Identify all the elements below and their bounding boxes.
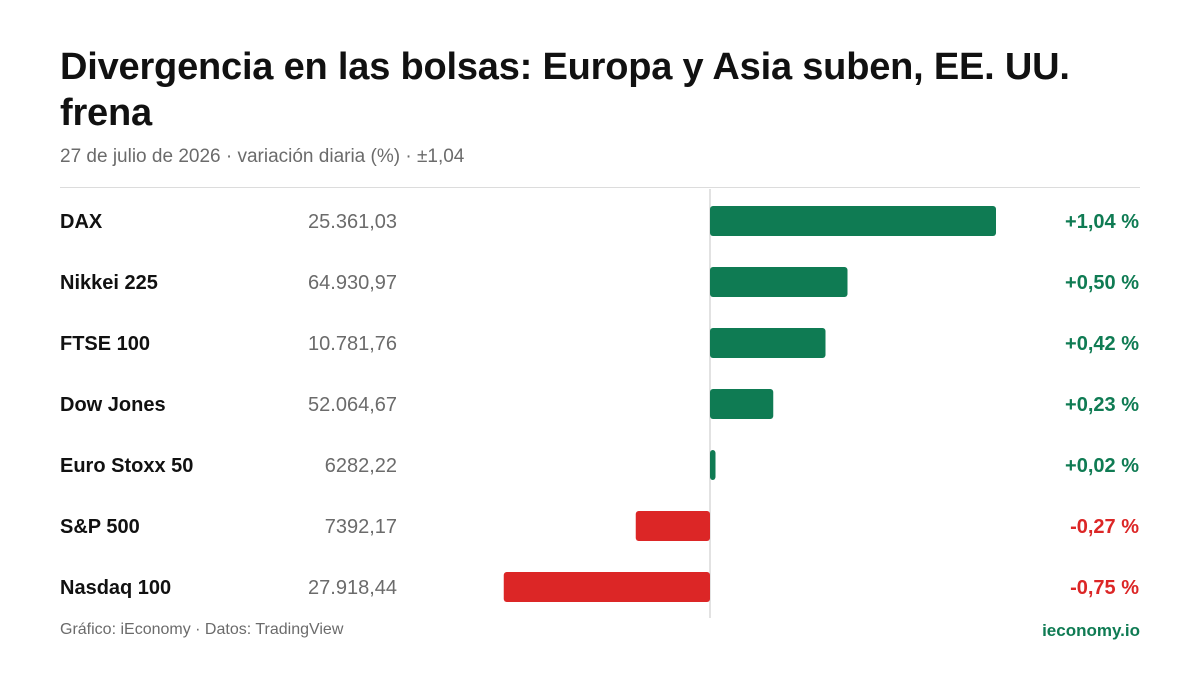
- chart-row: Dow Jones 52.064,67 +0,23 %: [60, 389, 1139, 419]
- row-level-label: 6282,22: [325, 455, 397, 477]
- chart-row: DAX 25.361,03 +1,04 %: [60, 206, 1139, 236]
- bar-value-label: +0,02 %: [1065, 455, 1139, 477]
- bar: [710, 267, 848, 297]
- chart-row: Nikkei 225 64.930,97 +0,50 %: [60, 267, 1139, 297]
- bar: [710, 389, 774, 419]
- chart-row: S&P 500 7392,17 -0,27 %: [60, 511, 1139, 541]
- bar: [710, 206, 996, 236]
- chart-row: Nasdaq 100 27.918,44 -0,75 %: [60, 572, 1139, 602]
- bar-value-label: +0,42 %: [1065, 333, 1139, 355]
- row-name-label: Euro Stoxx 50: [60, 455, 193, 477]
- chart-title: Divergencia en las bolsas: Europa y Asia…: [60, 46, 1070, 134]
- chart-row: FTSE 100 10.781,76 +0,42 %: [60, 328, 1139, 358]
- row-level-label: 25.361,03: [308, 211, 397, 233]
- bar: [710, 450, 716, 480]
- bar-value-label: +0,23 %: [1065, 394, 1139, 416]
- row-name-label: FTSE 100: [60, 333, 150, 355]
- row-level-label: 7392,17: [325, 516, 397, 538]
- bar-value-label: -0,75 %: [1070, 577, 1139, 599]
- bar-value-label: +1,04 %: [1065, 211, 1139, 233]
- bar: [503, 572, 710, 602]
- header-divider: [60, 187, 1140, 188]
- row-level-label: 27.918,44: [308, 577, 397, 599]
- footer-credit: Gráfico: iEconomy · Datos: TradingView: [60, 621, 344, 638]
- row-name-label: Nikkei 225: [60, 272, 158, 294]
- row-level-label: 52.064,67: [308, 394, 397, 416]
- row-name-label: S&P 500: [60, 516, 140, 538]
- bar: [635, 511, 710, 541]
- row-name-label: Dow Jones: [60, 394, 166, 416]
- footer-brand[interactable]: ieconomy.io: [1042, 621, 1140, 640]
- bar-value-label: -0,27 %: [1070, 516, 1139, 538]
- row-level-label: 10.781,76: [308, 333, 397, 355]
- bar-value-label: +0,50 %: [1065, 272, 1139, 294]
- chart-subtitle: 27 de julio de 2026 · variación diaria (…: [60, 146, 465, 167]
- row-level-label: 64.930,97: [308, 272, 397, 294]
- bar: [710, 328, 826, 358]
- chart-row: Euro Stoxx 50 6282,22 +0,02 %: [60, 450, 1139, 480]
- row-name-label: DAX: [60, 211, 103, 233]
- row-name-label: Nasdaq 100: [60, 577, 171, 599]
